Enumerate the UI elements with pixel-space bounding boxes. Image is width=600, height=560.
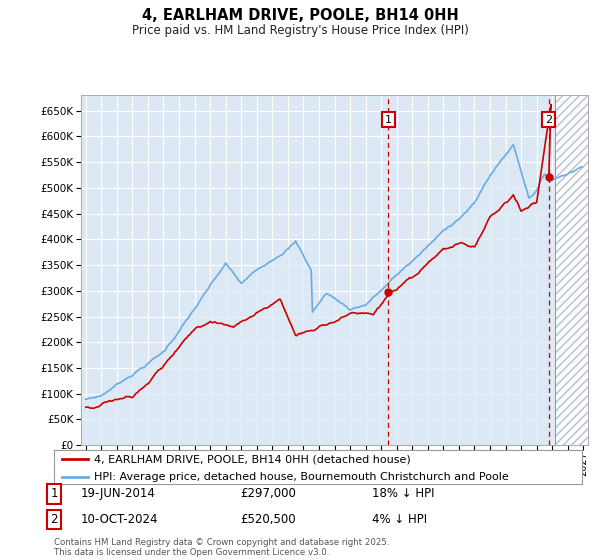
Text: £520,500: £520,500 [240,513,296,526]
Text: Price paid vs. HM Land Registry's House Price Index (HPI): Price paid vs. HM Land Registry's House … [131,24,469,36]
Polygon shape [555,95,588,445]
Text: 4% ↓ HPI: 4% ↓ HPI [372,513,427,526]
Text: 2: 2 [50,513,58,526]
Text: 19-JUN-2014: 19-JUN-2014 [81,487,156,501]
Text: 18% ↓ HPI: 18% ↓ HPI [372,487,434,501]
Text: 4, EARLHAM DRIVE, POOLE, BH14 0HH (detached house): 4, EARLHAM DRIVE, POOLE, BH14 0HH (detac… [94,454,410,464]
Text: Contains HM Land Registry data © Crown copyright and database right 2025.
This d: Contains HM Land Registry data © Crown c… [54,538,389,557]
Text: 1: 1 [50,487,58,501]
Text: 10-OCT-2024: 10-OCT-2024 [81,513,158,526]
Text: 2: 2 [545,115,553,125]
Text: 1: 1 [385,115,392,125]
Text: £297,000: £297,000 [240,487,296,501]
Text: HPI: Average price, detached house, Bournemouth Christchurch and Poole: HPI: Average price, detached house, Bour… [94,472,508,482]
Text: 4, EARLHAM DRIVE, POOLE, BH14 0HH: 4, EARLHAM DRIVE, POOLE, BH14 0HH [142,8,458,24]
